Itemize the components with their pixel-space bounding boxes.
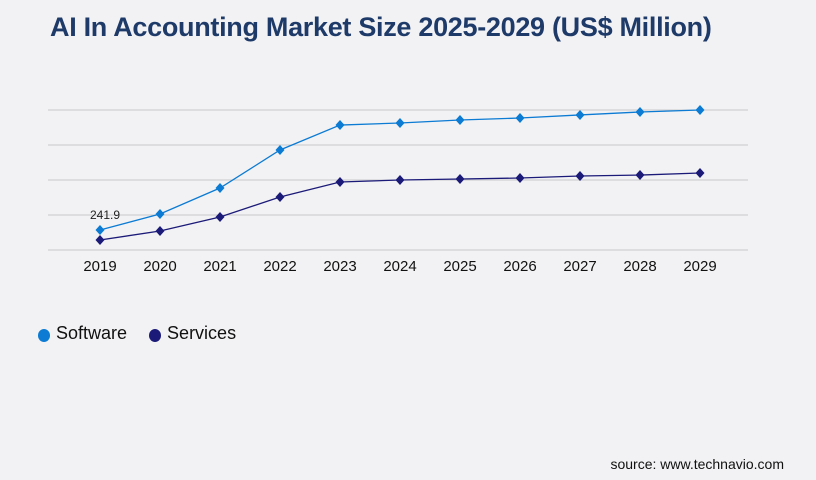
x-tick-label: 2019 xyxy=(83,258,116,275)
chart-title: AI In Accounting Market Size 2025-2029 (… xyxy=(50,12,712,42)
data-point-software xyxy=(575,109,585,120)
x-tick-label: 2024 xyxy=(383,258,416,275)
data-label: 241.9 xyxy=(90,208,120,222)
data-point-services xyxy=(455,174,465,185)
data-point-software xyxy=(275,145,285,155)
data-point-services xyxy=(515,173,525,184)
x-tick-label: 2021 xyxy=(203,258,236,275)
legend-marker-services xyxy=(149,328,162,342)
data-point-services xyxy=(335,176,345,187)
data-point-services xyxy=(95,235,105,245)
data-point-software xyxy=(515,113,525,124)
x-tick-label: 2029 xyxy=(683,258,716,275)
x-tick-label: 2022 xyxy=(263,258,296,275)
legend-marker-software xyxy=(38,328,50,342)
data-point-software xyxy=(395,117,405,128)
x-tick-label: 2026 xyxy=(503,258,536,275)
data-point-services xyxy=(155,225,165,236)
legend-label-services: Services xyxy=(167,323,237,343)
data-point-software xyxy=(155,208,165,219)
x-tick-label: 2025 xyxy=(443,258,476,275)
data-point-services xyxy=(575,171,585,182)
legend-label-software: Software xyxy=(56,323,128,343)
x-tick-label: 2023 xyxy=(323,258,356,275)
data-point-software xyxy=(635,106,645,117)
x-tick-label: 2027 xyxy=(563,258,596,275)
data-point-software xyxy=(455,115,465,125)
source-note: source: www.technavio.com xyxy=(610,456,784,472)
data-point-software xyxy=(215,183,225,194)
data-point-software xyxy=(335,120,345,131)
data-point-software xyxy=(695,105,705,115)
series-line-software xyxy=(99,109,701,231)
line-chart: 2019 2020 2021 2022 2023 2024 2025 2026 2027 2028… xyxy=(48,105,748,275)
legend-item-software[interactable]: Software xyxy=(38,323,127,344)
data-point-services xyxy=(395,175,405,185)
legend-item-services[interactable]: Services xyxy=(149,323,236,344)
x-tick-label: 2020 xyxy=(143,258,176,275)
data-point-software xyxy=(95,225,105,236)
data-point-services xyxy=(275,192,285,203)
data-point-services xyxy=(635,170,645,181)
x-tick-label: 2028 xyxy=(623,258,656,275)
data-point-services xyxy=(695,167,705,178)
legend: Software Services xyxy=(38,323,236,344)
data-point-services xyxy=(215,212,225,223)
